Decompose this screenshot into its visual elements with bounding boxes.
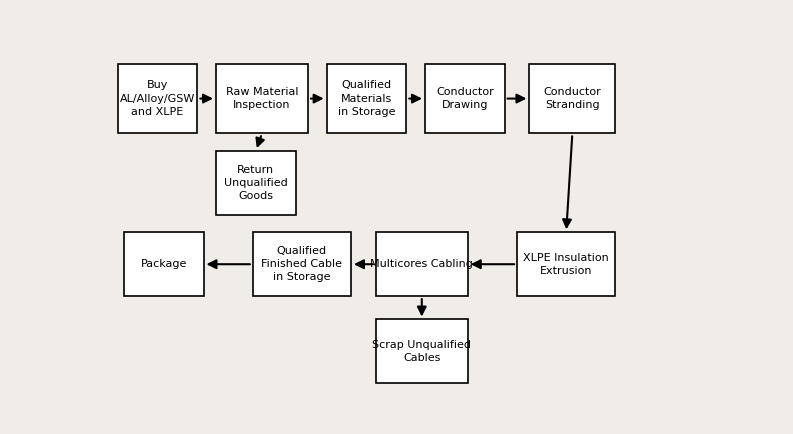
Bar bbox=[425, 64, 505, 133]
Bar bbox=[216, 64, 308, 133]
Bar bbox=[216, 151, 296, 215]
Text: Package: Package bbox=[140, 259, 187, 269]
Text: Return
Unqualified
Goods: Return Unqualified Goods bbox=[224, 164, 288, 201]
Bar bbox=[117, 64, 197, 133]
Text: Multicores Cabling: Multicores Cabling bbox=[370, 259, 473, 269]
Text: XLPE Insulation
Extrusion: XLPE Insulation Extrusion bbox=[523, 253, 609, 276]
Bar bbox=[376, 319, 468, 383]
Bar bbox=[253, 232, 351, 296]
Text: Buy
AL/Alloy/GSW
and XLPE: Buy AL/Alloy/GSW and XLPE bbox=[120, 80, 195, 117]
Bar bbox=[124, 232, 204, 296]
Bar bbox=[517, 232, 615, 296]
Bar bbox=[376, 232, 468, 296]
Text: Conductor
Stranding: Conductor Stranding bbox=[543, 87, 601, 110]
Text: Raw Material
Inspection: Raw Material Inspection bbox=[226, 87, 298, 110]
Text: Conductor
Drawing: Conductor Drawing bbox=[436, 87, 494, 110]
Text: Scrap Unqualified
Cables: Scrap Unqualified Cables bbox=[372, 340, 471, 363]
Bar bbox=[530, 64, 615, 133]
Bar bbox=[327, 64, 406, 133]
Text: Qualified
Finished Cable
in Storage: Qualified Finished Cable in Storage bbox=[262, 246, 343, 283]
Text: Qualified
Materials
in Storage: Qualified Materials in Storage bbox=[338, 80, 395, 117]
